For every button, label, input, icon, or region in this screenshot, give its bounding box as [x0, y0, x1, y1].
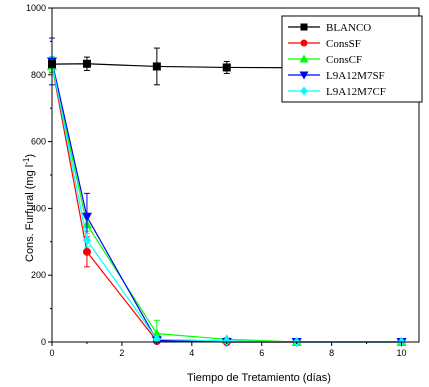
x-tick-label: 2 — [119, 348, 124, 358]
legend-label: L9A12M7SF — [326, 70, 385, 82]
legend-marker — [300, 39, 308, 47]
legend-item-blanco: BLANCO — [288, 22, 371, 34]
y-tick-label: 1000 — [26, 3, 46, 13]
y-axis-title-superscript: -1 — [22, 157, 31, 165]
legend-item-conssf: ConsSF — [288, 38, 361, 50]
data-point — [82, 235, 91, 246]
legend-marker — [300, 23, 308, 31]
y-axis-title-main: Cons. Furfural (mg l — [24, 165, 36, 262]
legend-label: L9A12M7CF — [326, 86, 386, 98]
plot-area — [47, 37, 407, 347]
x-tick-label: 8 — [329, 348, 334, 358]
x-tick-label: 10 — [397, 348, 407, 358]
y-tick-label: 200 — [31, 270, 46, 280]
data-point — [82, 247, 91, 256]
legend: BLANCO ConsSF ConsCF L9A12M7SF L9A12M7CF — [281, 15, 423, 103]
legend-marker — [299, 71, 309, 80]
legend-marker — [299, 54, 309, 63]
y-tick-label: 0 — [41, 337, 46, 347]
y-tick-label: 400 — [31, 203, 46, 213]
legend-label: BLANCO — [326, 22, 371, 34]
x-tick-label: 0 — [49, 348, 54, 358]
data-point — [152, 62, 161, 71]
legend-label: ConsSF — [326, 38, 361, 50]
legend-label: ConsCF — [326, 54, 362, 66]
legend-item-l9a12m7sf: L9A12M7SF — [288, 70, 385, 82]
y-tick-label: 800 — [31, 70, 46, 80]
legend-marker — [300, 86, 308, 96]
legend-item-l9a12m7cf: L9A12M7CF — [288, 86, 386, 98]
data-point — [222, 63, 231, 72]
y-axis-title-close: ) — [24, 154, 36, 158]
x-tick-label: 6 — [259, 348, 264, 358]
y-axis-title: Cons. Furfural (mg l-1) — [22, 154, 36, 262]
x-tick-label: 4 — [189, 348, 194, 358]
data-point — [82, 59, 91, 68]
data-point — [222, 335, 231, 346]
x-axis-title: Tiempo de Tretamiento (días) — [187, 372, 331, 384]
y-tick-label: 600 — [31, 137, 46, 147]
data-point — [81, 212, 92, 222]
legend-item-conscf: ConsCF — [288, 54, 362, 66]
axes: Tiempo de Tretamiento (días) Cons. Furfu… — [22, 3, 420, 384]
